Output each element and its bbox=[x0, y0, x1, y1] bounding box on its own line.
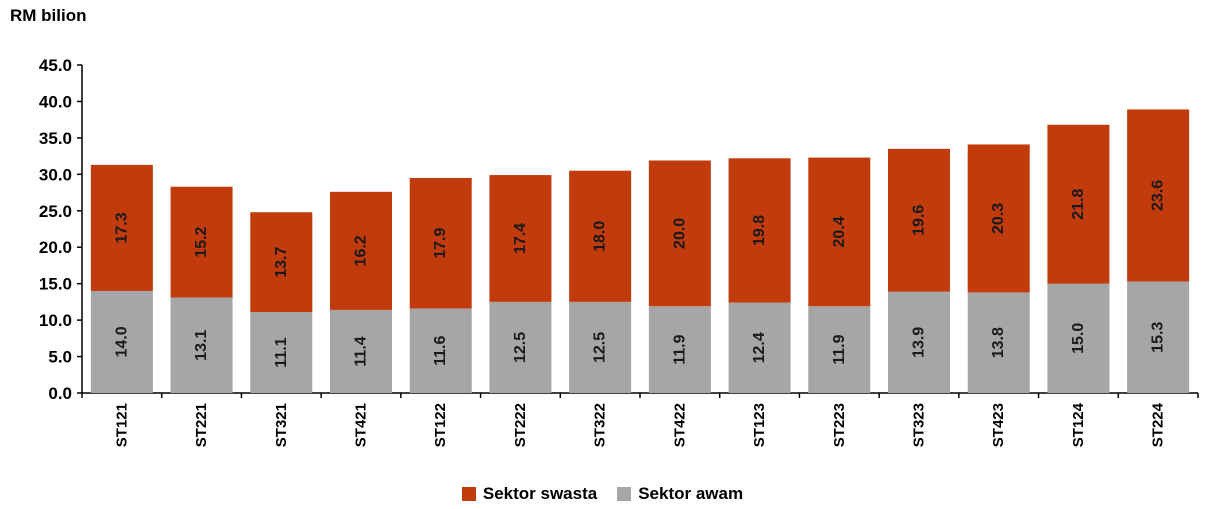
y-tick-label: 5.0 bbox=[48, 348, 72, 367]
x-tick-label: ST122 bbox=[432, 403, 449, 447]
bar-segment-sektor-awam bbox=[330, 309, 392, 393]
data-label: 14.0 bbox=[113, 326, 130, 357]
bar-segment-sektor-awam bbox=[170, 297, 233, 393]
legend: Sektor swasta Sektor awam bbox=[0, 484, 1205, 506]
bar-segment-sektor-swasta bbox=[1047, 124, 1110, 284]
legend-swatch bbox=[461, 487, 476, 501]
data-label: 13.7 bbox=[273, 246, 290, 277]
data-label: 11.6 bbox=[432, 335, 449, 365]
x-tick-label: ST423 bbox=[990, 403, 1007, 447]
bar-segment-sektor-awam bbox=[409, 308, 472, 393]
legend-label: Sektor awam bbox=[638, 484, 744, 503]
bar-segment-sektor-swasta bbox=[170, 186, 233, 298]
y-tick-label: 30.0 bbox=[39, 165, 72, 184]
bar-segment-sektor-awam bbox=[888, 291, 950, 393]
legend-item: Sektor awam bbox=[617, 484, 743, 504]
data-label: 11.1 bbox=[273, 337, 290, 367]
y-tick-label: 20.0 bbox=[39, 238, 72, 257]
data-label: 15.3 bbox=[1150, 322, 1167, 353]
data-label: 15.0 bbox=[1070, 323, 1087, 354]
data-label: 13.8 bbox=[990, 327, 1007, 358]
bar-segment-sektor-awam bbox=[728, 302, 791, 393]
y-tick-label: 45.0 bbox=[39, 56, 72, 75]
chart-plot: 0.0 5.0 10.0 15.0 20.0 25.0 30.0 35.0 40.0 45.0 14… bbox=[39, 56, 1199, 447]
bar-segment-sektor-awam bbox=[1127, 281, 1190, 393]
x-tick-label: ST223 bbox=[831, 403, 848, 447]
x-tick-label: ST422 bbox=[671, 403, 688, 447]
data-label: 23.6 bbox=[1150, 180, 1167, 211]
bar-segment-sektor-swasta bbox=[250, 212, 313, 313]
y-tick-label: 25.0 bbox=[39, 202, 72, 221]
y-tick-label: 0.0 bbox=[48, 384, 72, 403]
data-label: 21.8 bbox=[1070, 189, 1087, 220]
data-label: 11.4 bbox=[353, 336, 370, 366]
bar-segment-sektor-awam bbox=[250, 312, 313, 393]
data-label: 13.1 bbox=[193, 330, 210, 361]
y-axis-unit-label: RM bilion bbox=[10, 6, 87, 25]
x-tick-label: ST221 bbox=[193, 403, 210, 447]
data-label: 20.0 bbox=[671, 218, 688, 249]
data-label: 17.9 bbox=[432, 228, 449, 259]
x-tick-label: ST321 bbox=[273, 403, 290, 447]
data-label: 12.5 bbox=[592, 332, 609, 363]
y-tick-label: 15.0 bbox=[39, 275, 72, 294]
data-label: 11.9 bbox=[831, 334, 848, 364]
y-tick-label: 10.0 bbox=[39, 311, 72, 330]
legend-label: Sektor swasta bbox=[482, 484, 598, 503]
x-tick-label: ST421 bbox=[353, 403, 370, 447]
bar-segment-sektor-awam bbox=[808, 306, 871, 393]
data-label: 20.3 bbox=[990, 203, 1007, 234]
x-tick-label: ST323 bbox=[911, 403, 928, 447]
x-tick-label: ST322 bbox=[592, 403, 609, 447]
data-label: 16.2 bbox=[353, 235, 370, 266]
x-tick-label: ST222 bbox=[512, 403, 529, 447]
x-tick-label: ST121 bbox=[113, 403, 130, 447]
bar-segment-sektor-swasta bbox=[967, 144, 1030, 293]
x-tick-label: ST123 bbox=[751, 403, 768, 447]
bar-segment-sektor-swasta bbox=[808, 157, 871, 307]
bar-segment-sektor-swasta bbox=[409, 177, 472, 309]
bar-segment-sektor-swasta bbox=[489, 175, 552, 302]
bar-segment-sektor-swasta bbox=[330, 191, 392, 310]
data-label: 12.4 bbox=[751, 332, 768, 363]
data-label: 19.6 bbox=[911, 205, 928, 236]
bar-segment-sektor-swasta bbox=[888, 148, 950, 292]
bar-segment-sektor-swasta bbox=[90, 164, 153, 291]
legend-item: Sektor swasta bbox=[461, 484, 598, 504]
bar-segment-sektor-swasta bbox=[1127, 109, 1190, 282]
data-label: 20.4 bbox=[831, 216, 848, 247]
data-label: 13.9 bbox=[911, 327, 928, 358]
data-label: 18.0 bbox=[592, 221, 609, 252]
bar-segment-sektor-awam bbox=[967, 292, 1030, 393]
data-label: 15.2 bbox=[193, 226, 210, 257]
data-label: 19.8 bbox=[751, 215, 768, 246]
data-label: 11.9 bbox=[671, 334, 688, 364]
bar-segment-sektor-swasta bbox=[648, 160, 711, 307]
data-label: 12.5 bbox=[512, 332, 529, 363]
data-label: 17.3 bbox=[113, 212, 130, 243]
x-tick-label: ST124 bbox=[1070, 402, 1087, 447]
legend-swatch bbox=[617, 487, 632, 501]
bar-segment-sektor-awam bbox=[90, 290, 153, 393]
y-tick-label: 40.0 bbox=[39, 92, 72, 111]
x-tick-label: ST224 bbox=[1150, 402, 1167, 447]
y-tick-label: 35.0 bbox=[39, 129, 72, 148]
bar-segment-sektor-awam bbox=[569, 301, 632, 393]
bar-segment-sektor-awam bbox=[648, 306, 711, 393]
bar-segment-sektor-swasta bbox=[728, 158, 791, 303]
data-label: 17.4 bbox=[512, 223, 529, 254]
bar-segment-sektor-awam bbox=[489, 301, 552, 393]
bar-segment-sektor-awam bbox=[1047, 283, 1110, 393]
bar-segment-sektor-swasta bbox=[569, 170, 632, 302]
